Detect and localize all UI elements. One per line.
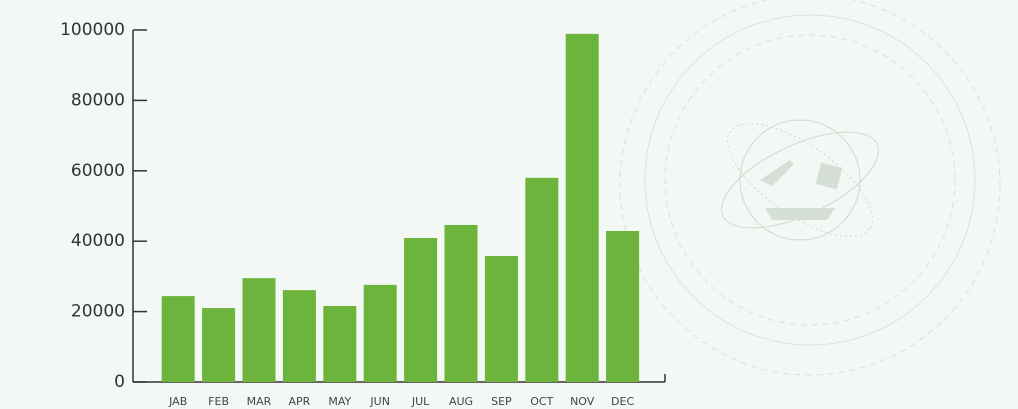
x-tick-label: NOV — [570, 395, 595, 408]
x-tick-label: MAR — [247, 395, 272, 408]
bar — [242, 278, 276, 382]
ship-icon — [765, 208, 835, 220]
y-tick-label: 80000 — [71, 90, 125, 110]
x-tick-label: JUL — [411, 395, 430, 408]
plane-icon — [760, 160, 794, 186]
deco-circle — [644, 14, 976, 346]
bar — [484, 255, 518, 382]
bar — [404, 238, 438, 382]
bar — [606, 230, 640, 382]
deco-circle — [619, 0, 1001, 376]
y-tick-label: 20000 — [71, 302, 125, 322]
bar — [444, 225, 478, 382]
y-tick-label: 100000 — [60, 20, 125, 40]
bar — [525, 177, 559, 382]
x-tick-label: APR — [288, 395, 310, 408]
decoration — [619, 0, 1001, 376]
deco-orbit — [727, 122, 873, 238]
x-tick-label: JAB — [168, 395, 187, 408]
x-tick-label: FEB — [208, 395, 229, 408]
bar — [565, 33, 599, 382]
x-tick-label: OCT — [530, 395, 553, 408]
y-tick-label: 60000 — [71, 161, 125, 181]
x-tick-label: MAY — [328, 395, 351, 408]
deco-globe — [739, 119, 861, 241]
bar — [323, 305, 357, 382]
x-tick-label: JUN — [369, 395, 390, 408]
x-tick-label: SEP — [491, 395, 512, 408]
y-tick-label: 0 — [114, 372, 125, 392]
bar — [202, 308, 236, 382]
deco-orbit — [721, 131, 879, 229]
x-tick-label: AUG — [449, 395, 473, 408]
x-tick-label: DEC — [611, 395, 634, 408]
bar — [282, 290, 316, 382]
deco-circle — [664, 34, 956, 326]
box-icon — [815, 162, 843, 190]
y-tick-label: 40000 — [71, 231, 125, 251]
bar — [161, 296, 195, 382]
bar — [363, 284, 397, 382]
